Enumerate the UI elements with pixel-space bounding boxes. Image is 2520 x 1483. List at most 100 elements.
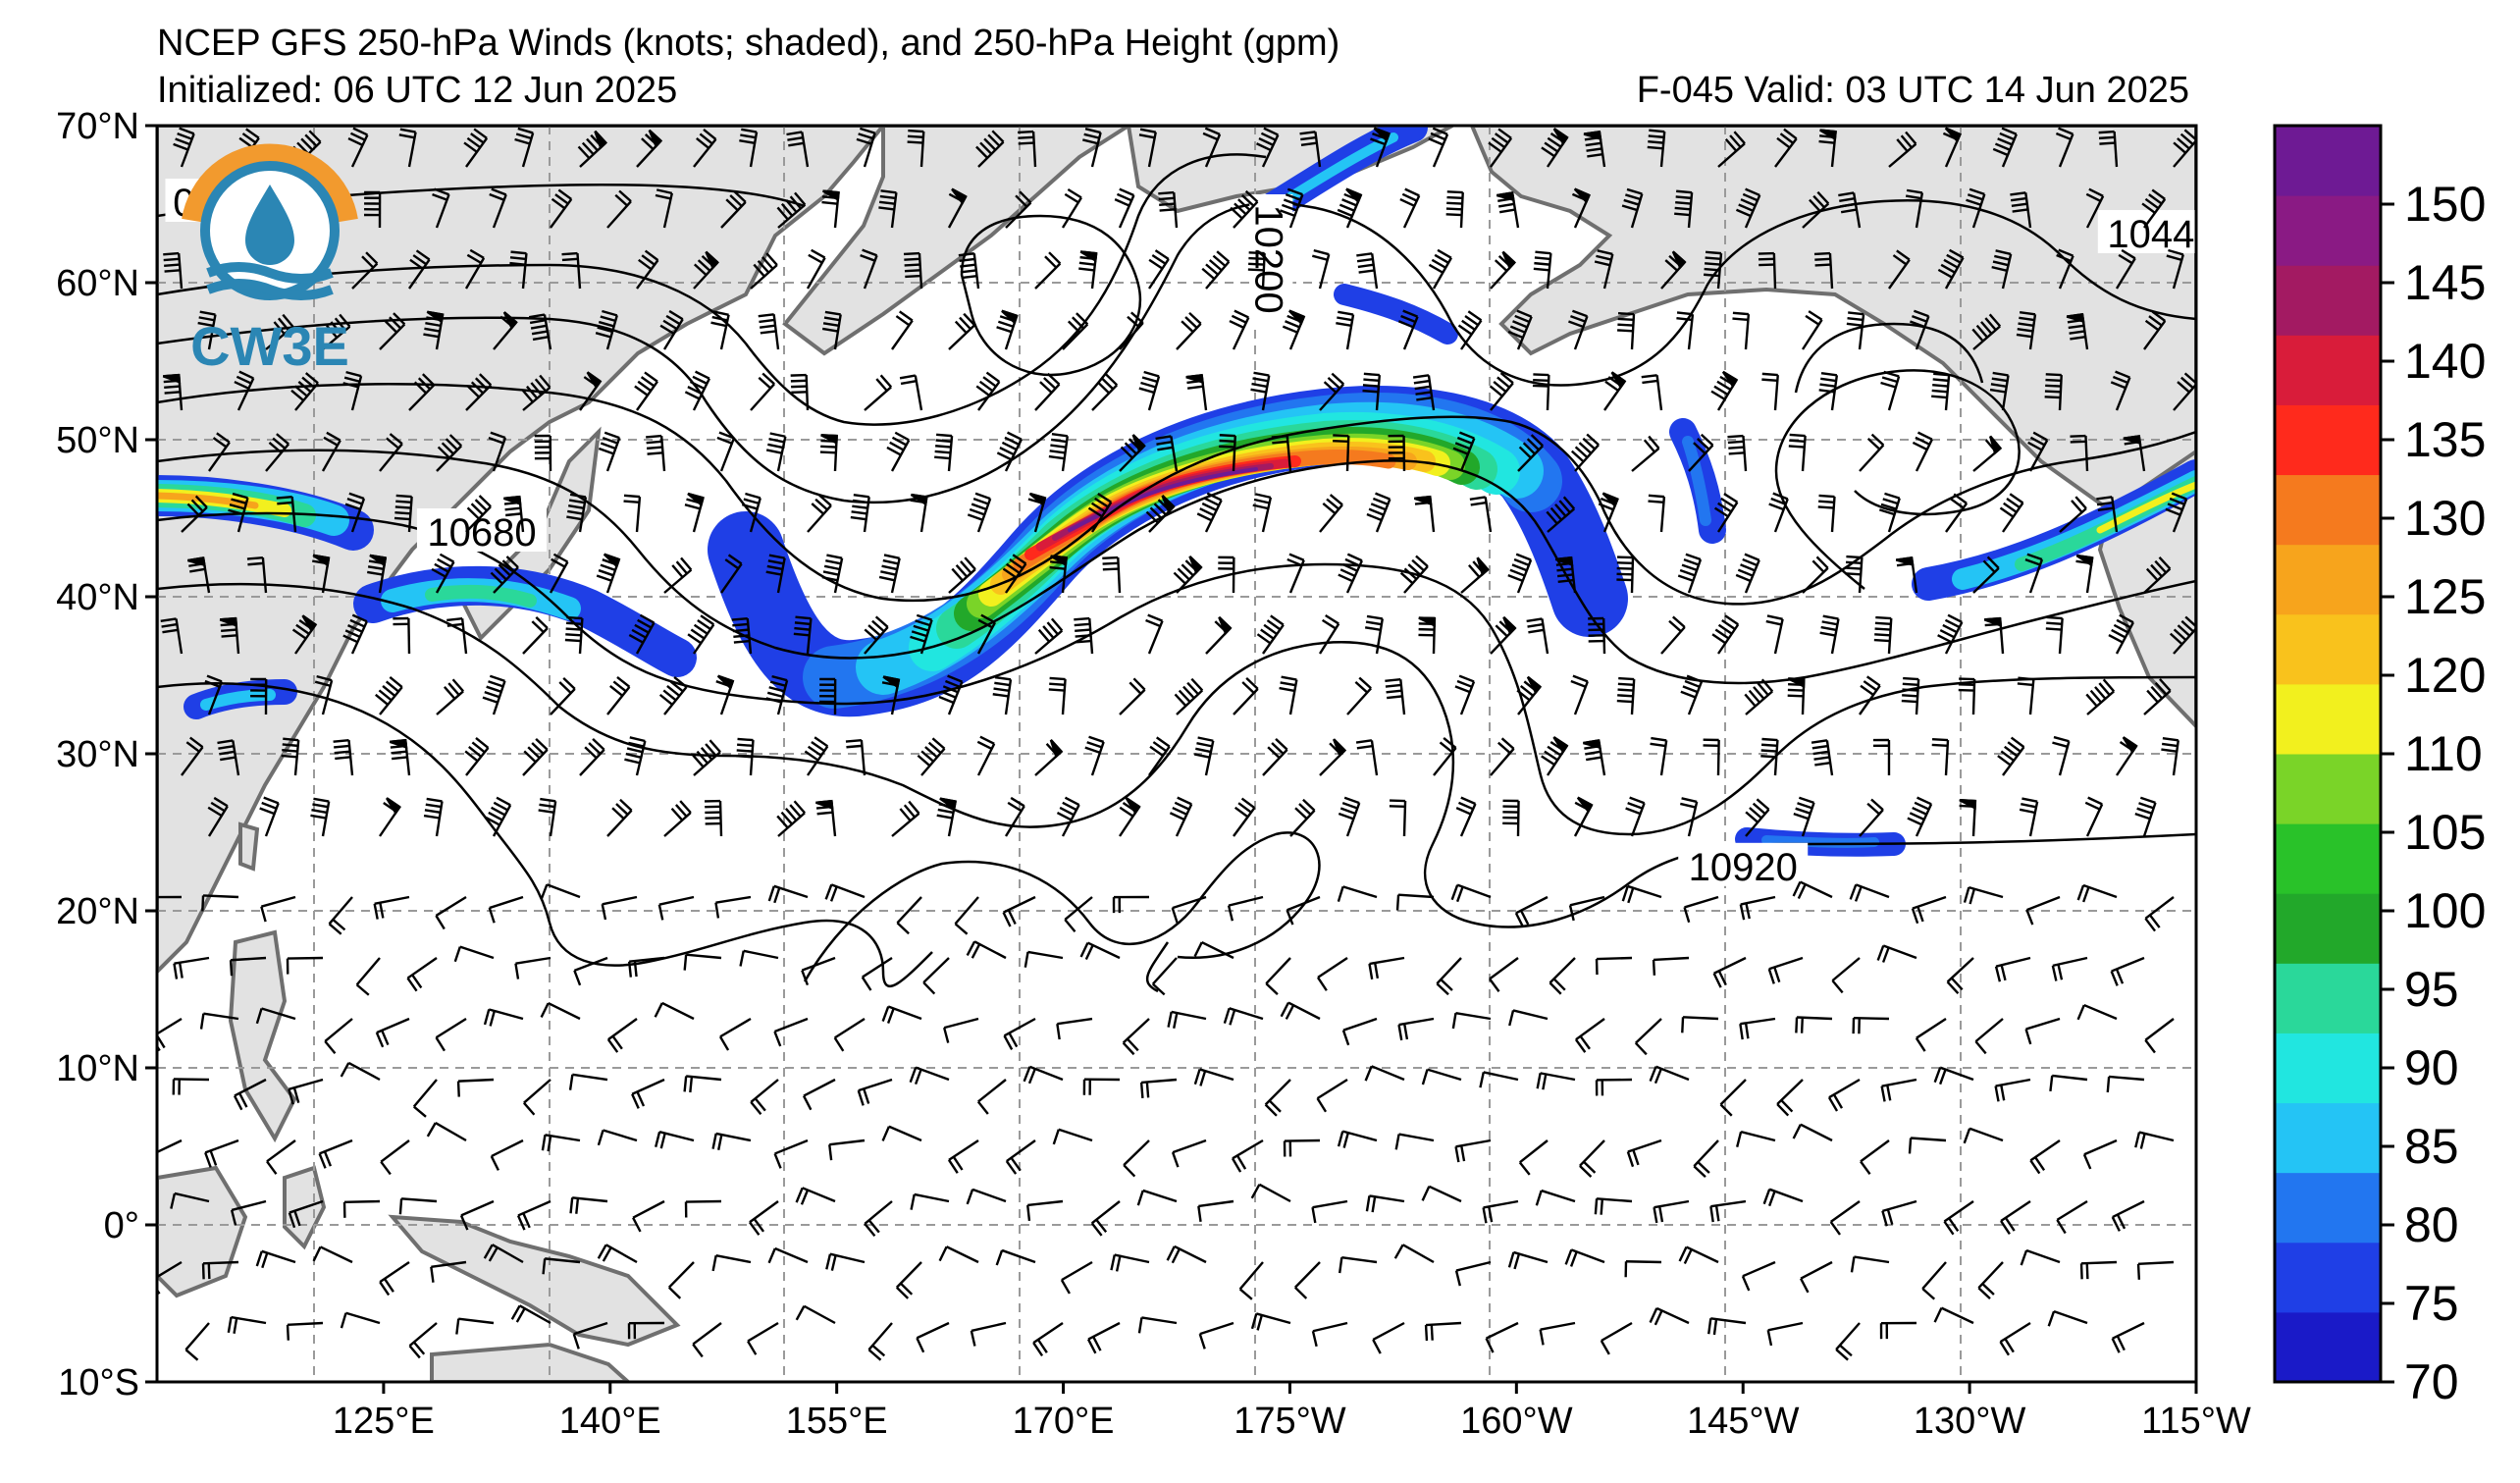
wind-barb	[1293, 1261, 1321, 1299]
wind-barb	[1086, 1321, 1121, 1354]
wind-barb	[1568, 895, 1605, 922]
wind-barb	[1230, 189, 1259, 229]
wind-barb	[938, 674, 964, 715]
wind-barb	[488, 431, 507, 472]
wind-barb	[286, 956, 324, 975]
wind-barb	[1931, 737, 1950, 776]
wind-barb	[1428, 127, 1449, 168]
wind-barb	[601, 895, 638, 921]
wind-barb	[1881, 1199, 1917, 1227]
wind-barb	[259, 796, 280, 837]
wind-barb	[577, 130, 608, 168]
wind-barb	[217, 739, 240, 776]
wind-barb	[976, 735, 996, 776]
wind-barb	[1385, 677, 1406, 715]
wind-barb	[208, 432, 231, 472]
wind-barb	[2116, 736, 2138, 776]
wind-barb	[1674, 189, 1694, 229]
wind-barb	[1250, 371, 1271, 411]
wind-barb	[636, 129, 663, 168]
wind-barb	[1087, 493, 1113, 533]
wind-barb	[996, 309, 1019, 350]
wind-barb	[1227, 895, 1264, 922]
wind-barb	[1626, 1139, 1662, 1168]
wind-barb	[975, 130, 1005, 168]
wind-barb	[1849, 883, 1890, 902]
wind-barb	[1624, 1260, 1662, 1278]
wind-barb	[1489, 372, 1514, 411]
wind-barb	[379, 1261, 410, 1297]
wind-barb	[1062, 312, 1089, 350]
wind-barb	[750, 372, 775, 411]
wind-barb	[1026, 1199, 1064, 1221]
wind-barb	[995, 1248, 1036, 1266]
wind-barb	[568, 1073, 608, 1090]
wind-barb	[1831, 957, 1861, 994]
wind-barb	[255, 1007, 296, 1025]
wind-barb	[1774, 128, 1798, 168]
wind-barb	[1091, 373, 1119, 411]
wind-barb	[910, 1192, 950, 1210]
wind-barb	[1048, 676, 1067, 715]
wind-barb	[776, 191, 807, 229]
wind-barb	[1436, 957, 1462, 996]
wind-barb	[408, 1322, 438, 1359]
wind-barb	[1138, 370, 1161, 411]
wind-barb	[773, 1017, 809, 1047]
wind-barb	[288, 1078, 324, 1105]
wind-barb	[463, 128, 489, 168]
wind-barb	[2123, 435, 2146, 472]
wind-barb	[736, 737, 755, 776]
wind-barb	[579, 371, 603, 411]
wind-barb	[1818, 129, 1837, 168]
wind-barb	[312, 554, 331, 594]
wind-barb	[909, 1066, 950, 1086]
wind-barb	[1169, 796, 1193, 837]
wind-barb	[1760, 737, 1779, 776]
wind-barb	[595, 309, 618, 350]
wind-barb	[1541, 736, 1569, 776]
wind-barb	[456, 1078, 495, 1097]
wind-barb	[636, 249, 659, 290]
wind-barb	[321, 431, 341, 472]
wind-barb	[2165, 492, 2188, 533]
wind-barb	[204, 1139, 239, 1168]
lon-axis: 125°E 140°E 155°E 170°E 175°W 160°W 145°W 130°W…	[333, 1382, 2251, 1442]
wind-barb	[795, 1187, 836, 1205]
wind-barb	[1621, 884, 1662, 904]
wind-barb	[380, 1139, 410, 1176]
colorbar-label: 145	[2404, 255, 2486, 310]
wind-barb	[1197, 1199, 1234, 1222]
wind-barb	[1399, 555, 1429, 594]
wind-barb	[655, 188, 673, 229]
wind-barb	[1319, 372, 1345, 411]
wind-barb	[1279, 675, 1298, 715]
wind-barb	[1817, 494, 1836, 533]
wind-barb	[488, 895, 524, 924]
wind-barb	[1311, 248, 1331, 290]
wind-barb	[793, 615, 813, 655]
colorbar-swatch	[2275, 963, 2381, 1033]
wind-barb	[566, 493, 588, 533]
wind-barb	[534, 434, 552, 472]
colorbar-swatch	[2275, 613, 2381, 685]
wind-barb	[1795, 1016, 1833, 1033]
wind-barb	[687, 614, 715, 655]
wind-barb	[2143, 556, 2172, 594]
wind-barb	[776, 800, 806, 837]
lat-label: 60°N	[56, 263, 139, 304]
wind-barb	[398, 1197, 438, 1215]
wind-barb	[1005, 1139, 1036, 1175]
wind-barb	[550, 188, 573, 229]
wind-barb	[1989, 371, 2010, 411]
wind-barb	[1412, 374, 1436, 411]
wind-barb	[1365, 1194, 1405, 1213]
wind-barb	[2076, 883, 2118, 903]
wind-barb	[1905, 188, 1924, 229]
contour-label: 10200	[1246, 194, 1293, 324]
wind-barb	[795, 1304, 836, 1325]
wind-barb	[1959, 799, 1977, 837]
lat-label: 30°N	[56, 734, 139, 775]
wind-barb	[1681, 1016, 1719, 1033]
wind-barb	[693, 250, 719, 290]
